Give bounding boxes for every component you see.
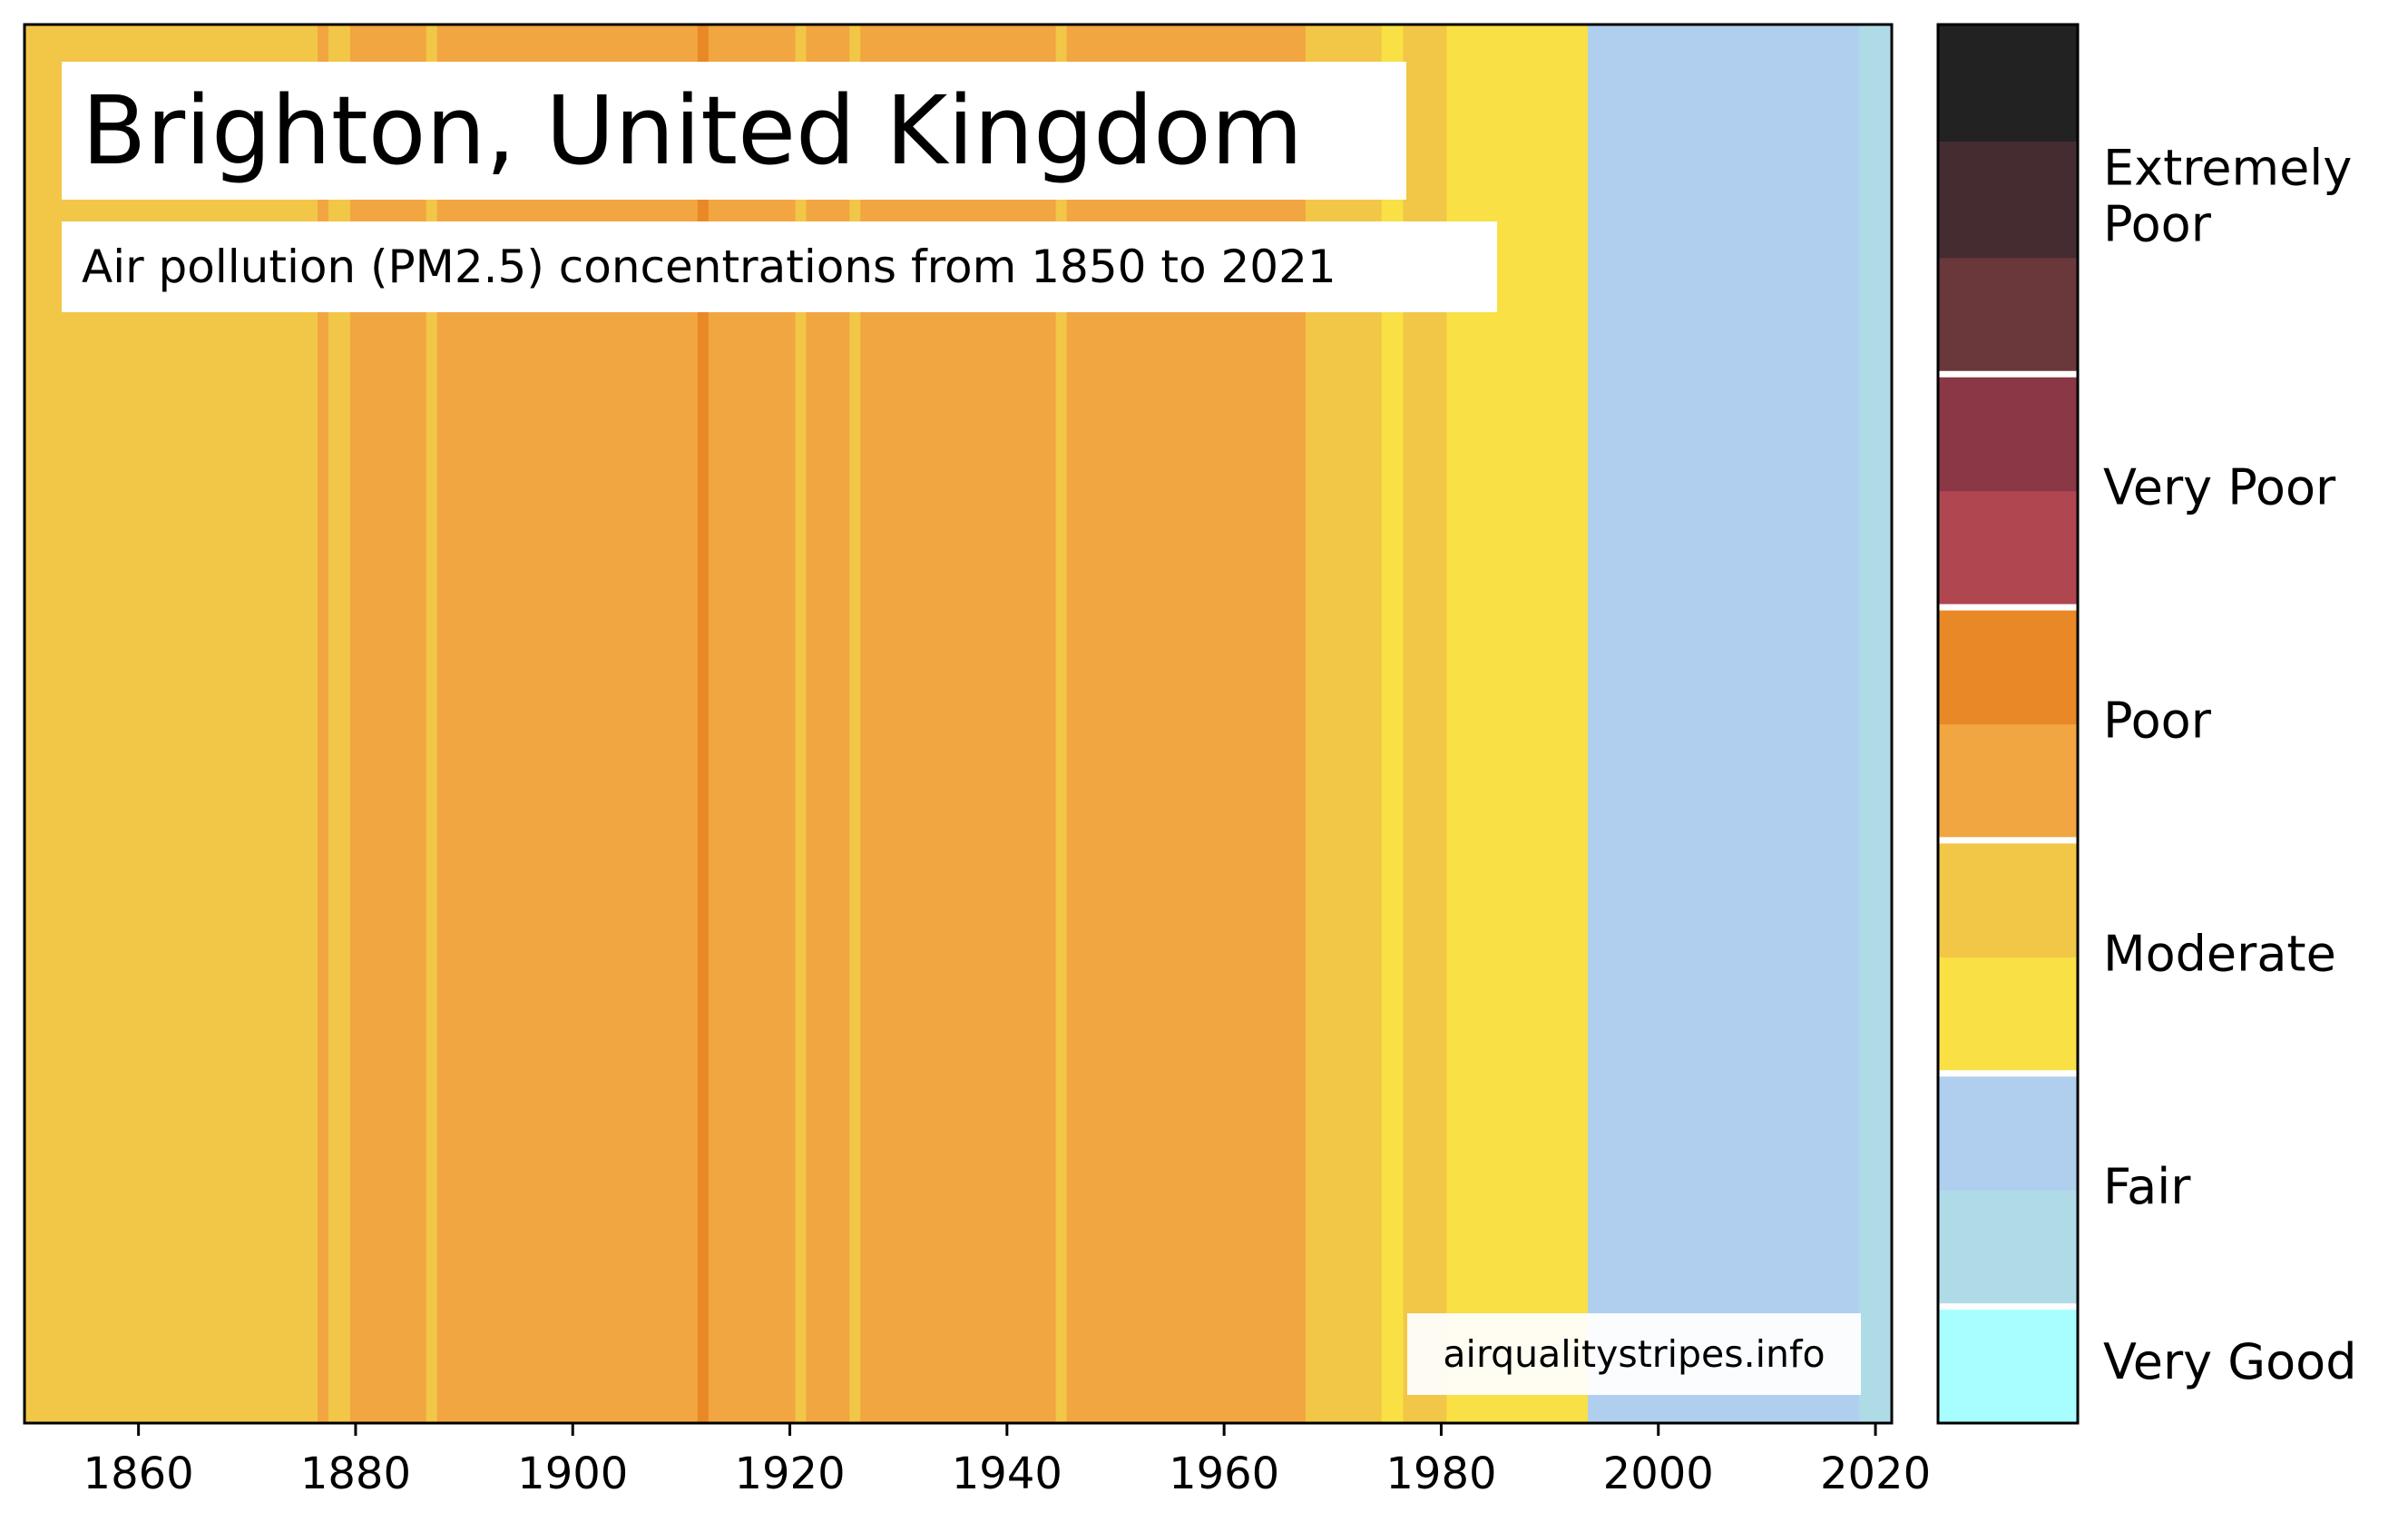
colorbar-level-9 xyxy=(1938,257,2078,375)
colorbar-level-8 xyxy=(1938,374,2078,492)
stripe-8 xyxy=(795,25,808,1423)
stripe-18 xyxy=(1587,25,1860,1423)
stripe-10 xyxy=(849,25,861,1423)
chart-subtitle-box: Air pollution (PM2.5) concentrations fro… xyxy=(62,221,1497,312)
colorbar-label-extremely-poor: Extremely Poor xyxy=(2103,139,2352,252)
x-tick-label-2020: 2020 xyxy=(1820,1448,1931,1499)
colorbar xyxy=(1938,25,2078,1424)
x-tick-label-1960: 1960 xyxy=(1169,1448,1279,1499)
colorbar-label-fair: Fair xyxy=(2103,1158,2191,1215)
colorbar-frame xyxy=(1936,23,2080,1425)
colorbar-level-5 xyxy=(1938,723,2078,841)
x-tick-label-1940: 1940 xyxy=(952,1448,1062,1499)
chart-title: Brighton, United Kingdom xyxy=(82,75,1304,186)
plot-frame xyxy=(23,23,1894,1425)
x-tick-label-1920: 1920 xyxy=(734,1448,845,1499)
colorbar-level-1 xyxy=(1938,1190,2078,1308)
chart-title-box: Brighton, United Kingdom xyxy=(62,62,1406,200)
colorbar-label-very-good: Very Good xyxy=(2103,1332,2357,1389)
x-tick-label-1900: 1900 xyxy=(517,1448,628,1499)
stripe-1 xyxy=(318,25,329,1423)
colorbar-label-very-poor: Very Poor xyxy=(2103,458,2336,516)
colorbar-level-4 xyxy=(1938,840,2078,957)
stripe-6 xyxy=(697,25,710,1423)
x-axis: 1860 1880 1900 1920 1940 1960 1980 2000 2020 xyxy=(83,1423,1931,1499)
x-tick-label-1980: 1980 xyxy=(1385,1448,1496,1499)
stripe-4 xyxy=(426,25,438,1423)
colorbar-level-10 xyxy=(1938,141,2078,259)
credit-box: airqualitystripes.info xyxy=(1407,1313,1861,1395)
x-tick-label-1880: 1880 xyxy=(300,1448,411,1499)
stripe-19 xyxy=(1859,25,1893,1423)
colorbar-level-2 xyxy=(1938,1073,2078,1191)
colorbar-label-moderate: Moderate xyxy=(2103,925,2336,982)
stripe-12 xyxy=(1055,25,1068,1423)
chart-subtitle: Air pollution (PM2.5) concentrations fro… xyxy=(82,241,1336,293)
colorbar-level-11 xyxy=(1938,25,2078,142)
colorbar-level-3 xyxy=(1938,957,2078,1075)
colorbar-labels: Very Good Fair Moderate Poor Very Poor Extrem… xyxy=(2103,139,2357,1389)
colorbar-level-7 xyxy=(1938,490,2078,608)
x-tick-label-2000: 2000 xyxy=(1603,1448,1714,1499)
credit-link[interactable]: airqualitystripes.info xyxy=(1443,1332,1826,1376)
x-tick-label-1860: 1860 xyxy=(83,1448,194,1499)
colorbar-level-6 xyxy=(1938,607,2078,725)
colorbar-level-0 xyxy=(1938,1306,2078,1424)
colorbar-label-poor: Poor xyxy=(2103,692,2212,749)
